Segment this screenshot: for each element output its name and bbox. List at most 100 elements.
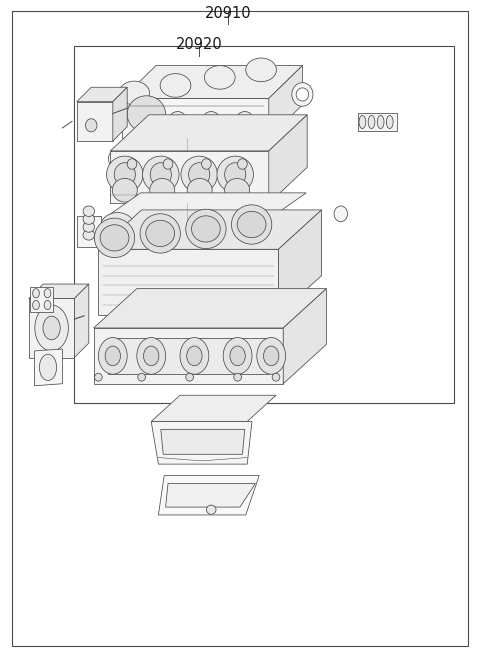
Ellipse shape [272,373,280,381]
Ellipse shape [112,178,137,202]
Ellipse shape [135,112,153,129]
Polygon shape [283,289,326,384]
Ellipse shape [140,214,180,253]
Ellipse shape [119,81,150,105]
Ellipse shape [99,213,136,245]
Ellipse shape [334,206,348,222]
Ellipse shape [257,338,286,374]
Polygon shape [113,87,127,141]
Polygon shape [269,115,307,203]
Ellipse shape [246,58,276,81]
Ellipse shape [98,338,127,374]
Polygon shape [161,429,245,454]
Ellipse shape [231,205,272,244]
Ellipse shape [189,163,210,186]
Ellipse shape [144,346,159,366]
Ellipse shape [206,505,216,514]
Ellipse shape [186,373,193,381]
Ellipse shape [296,88,309,101]
Ellipse shape [257,218,266,229]
Ellipse shape [234,373,241,381]
Polygon shape [74,284,89,358]
Ellipse shape [43,316,60,340]
Polygon shape [108,338,269,374]
Polygon shape [30,287,53,312]
Ellipse shape [186,209,226,249]
Polygon shape [122,66,302,98]
Polygon shape [122,98,269,138]
Ellipse shape [39,354,57,380]
Polygon shape [278,210,322,315]
Ellipse shape [138,373,145,381]
Ellipse shape [95,218,135,258]
Ellipse shape [146,220,175,247]
Ellipse shape [230,346,245,366]
Ellipse shape [33,300,39,310]
Polygon shape [98,210,322,249]
Polygon shape [110,151,269,203]
Ellipse shape [204,66,235,89]
Polygon shape [110,115,307,151]
Ellipse shape [35,305,69,351]
Ellipse shape [187,178,212,202]
Ellipse shape [44,300,51,310]
Ellipse shape [225,163,246,186]
Polygon shape [358,113,397,131]
Polygon shape [35,349,62,386]
Polygon shape [98,249,278,315]
Ellipse shape [163,159,173,169]
Polygon shape [269,66,302,138]
Ellipse shape [138,213,174,245]
Ellipse shape [181,156,217,193]
Ellipse shape [127,96,166,133]
Polygon shape [151,422,252,464]
Polygon shape [94,328,283,384]
Ellipse shape [377,115,384,129]
Ellipse shape [112,152,126,165]
Polygon shape [77,87,127,102]
Ellipse shape [192,216,220,242]
Ellipse shape [202,159,211,169]
Ellipse shape [179,213,215,245]
Ellipse shape [100,225,129,251]
Ellipse shape [236,112,253,129]
Text: 20920: 20920 [176,37,223,52]
Ellipse shape [137,338,166,374]
Ellipse shape [187,346,202,366]
Ellipse shape [264,346,279,366]
Ellipse shape [95,373,102,381]
Ellipse shape [83,230,95,240]
Ellipse shape [114,163,135,186]
Polygon shape [103,219,269,239]
Ellipse shape [180,338,209,374]
Polygon shape [166,483,255,507]
Bar [74,46,454,403]
Polygon shape [77,102,113,141]
Ellipse shape [44,289,51,298]
Ellipse shape [83,214,95,224]
FancyBboxPatch shape [116,267,148,304]
Ellipse shape [223,338,252,374]
Ellipse shape [237,211,266,237]
Ellipse shape [143,156,179,193]
Polygon shape [29,284,89,298]
Ellipse shape [127,159,137,169]
Polygon shape [29,298,74,358]
Ellipse shape [160,73,191,97]
Ellipse shape [169,112,186,129]
Ellipse shape [150,163,171,186]
Ellipse shape [107,156,143,193]
Ellipse shape [218,213,255,245]
Ellipse shape [238,159,247,169]
Polygon shape [151,395,276,422]
Ellipse shape [83,222,95,232]
Ellipse shape [359,115,366,129]
Ellipse shape [386,115,393,129]
Ellipse shape [217,156,253,193]
Ellipse shape [368,115,375,129]
Ellipse shape [292,83,313,106]
FancyBboxPatch shape [246,267,277,304]
Ellipse shape [33,289,39,298]
Ellipse shape [150,178,175,202]
Ellipse shape [83,206,95,216]
